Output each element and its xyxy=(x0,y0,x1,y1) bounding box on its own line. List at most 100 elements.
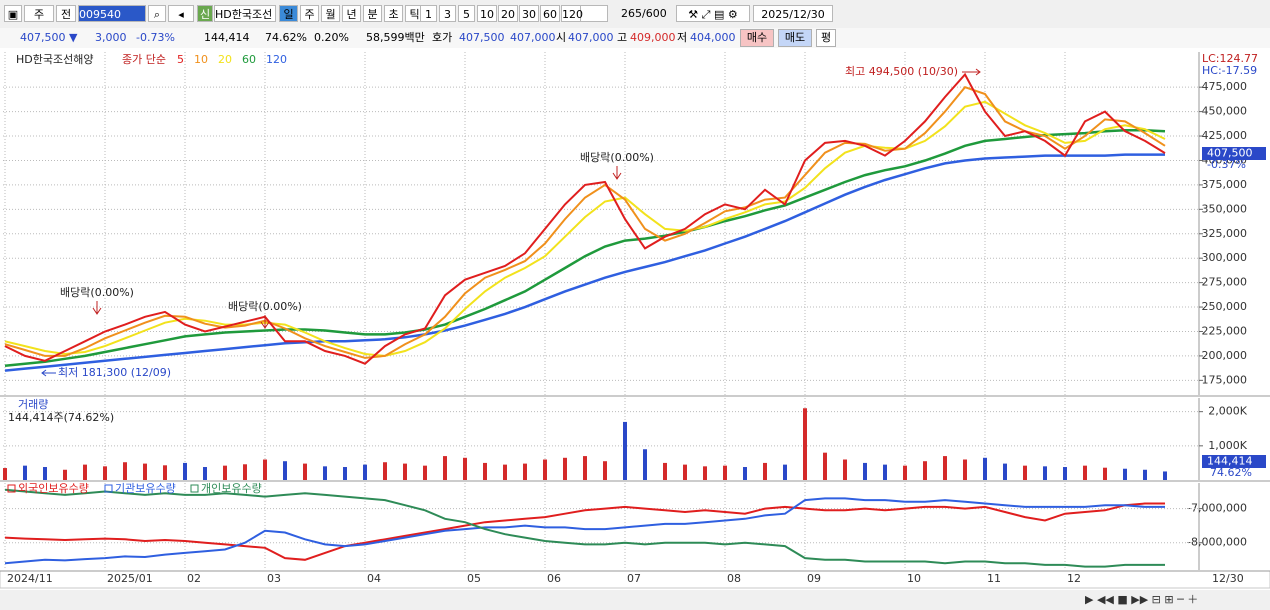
volume-bar xyxy=(543,459,547,480)
quote-label: 호가 xyxy=(432,31,453,44)
legend-prefix: 종가 단순 xyxy=(122,53,166,66)
volume-bar xyxy=(963,459,967,480)
bid: 407,000 xyxy=(510,31,556,44)
volume-bar xyxy=(103,466,107,480)
info-bar: 407,500 ▼ 3,000 -0.73% 144,414 74.62% 0.… xyxy=(0,28,1270,49)
badge: 신 xyxy=(197,5,213,22)
series-line xyxy=(4,488,1165,568)
volume-bar xyxy=(783,464,787,480)
open: 407,000 xyxy=(568,31,614,44)
volume-bar xyxy=(503,464,507,480)
volume-bar xyxy=(1123,468,1127,480)
interval-button[interactable]: 10 xyxy=(477,5,497,22)
volume-bar xyxy=(343,467,347,480)
period-button[interactable]: 주 xyxy=(300,5,319,22)
tool-icons[interactable]: ⚒ ⤢ ▤ ⚙ xyxy=(676,5,750,22)
amount: 58,599백만 xyxy=(366,31,425,44)
prev-button[interactable]: 전 xyxy=(56,5,76,22)
code-input[interactable]: 009540 xyxy=(78,5,146,22)
low: 404,000 xyxy=(690,31,736,44)
y-tick-label: 175,000 xyxy=(1202,373,1248,386)
annotation: 배당락(0.00%) xyxy=(580,151,654,164)
volume-bar xyxy=(283,461,287,480)
y-tick-label: 300,000 xyxy=(1202,251,1248,264)
lc-label: LC:124.77 xyxy=(1202,52,1258,65)
volume-bar xyxy=(43,467,47,480)
annotation: 배당락(0.00%) xyxy=(228,300,302,313)
volume-bar xyxy=(443,456,447,480)
interval-button[interactable]: 3 xyxy=(439,5,456,22)
hc-label: HC:-17.59 xyxy=(1202,64,1257,77)
sell-button[interactable]: 매도 xyxy=(778,29,812,47)
legend-entry: 60 xyxy=(242,53,256,66)
y-tick-label: 450,000 xyxy=(1202,105,1248,118)
legend-swatch xyxy=(7,484,16,493)
market-select[interactable]: 주 xyxy=(24,5,54,22)
volume-bar xyxy=(383,462,387,480)
chart-title: HD한국조선해양 xyxy=(16,52,93,66)
y-tick-label: 1,000K xyxy=(1208,439,1247,452)
interval-button[interactable]: 60 xyxy=(540,5,560,22)
volume-bar xyxy=(423,465,427,480)
volume-bar xyxy=(663,462,667,480)
interval-button[interactable]: 5 xyxy=(458,5,475,22)
legend-entry: 개인보유수량 xyxy=(201,482,262,495)
search-button[interactable]: ⌕ xyxy=(148,5,166,22)
volume-bar xyxy=(1003,463,1007,480)
interval-button[interactable]: 30 xyxy=(519,5,539,22)
scrollbar[interactable] xyxy=(0,590,1270,610)
series-line xyxy=(4,153,1165,372)
legend-swatch xyxy=(190,484,199,493)
volume-bar xyxy=(983,457,987,480)
stock-name: HD한국조선 xyxy=(214,5,276,22)
series-line xyxy=(4,100,1166,357)
volume-bar xyxy=(303,463,307,480)
volume-bar xyxy=(803,408,807,480)
y-tick-label: 350,000 xyxy=(1202,202,1248,215)
period-button[interactable]: 월 xyxy=(321,5,340,22)
open-label: 시 xyxy=(556,31,567,44)
interval-button[interactable]: 1 xyxy=(420,5,437,22)
menu-icon[interactable]: ▣ xyxy=(4,5,22,22)
series-line xyxy=(4,128,1166,367)
volume-bar xyxy=(163,465,167,480)
last-price-box xyxy=(1202,147,1266,160)
period-button[interactable]: 일 xyxy=(279,5,298,22)
annotation: 최저 181,300 (12/09) xyxy=(58,366,171,379)
annotation-arrow xyxy=(962,68,981,76)
volume-bar xyxy=(943,456,947,480)
date-input[interactable]: 2025/12/30 xyxy=(753,5,833,22)
y-tick-label: 475,000 xyxy=(1202,80,1248,93)
volume-bar xyxy=(1023,465,1027,480)
sound-button[interactable]: ◂ xyxy=(168,5,194,22)
y-tick-label: 200,000 xyxy=(1202,349,1248,362)
series-line xyxy=(4,497,1165,565)
x-tick-label: 02 xyxy=(187,572,201,585)
toolbar: ▣ 주 전 009540 ⌕ ◂ 신 HD한국조선 265 /600 ⚒ ⤢ ▤… xyxy=(0,0,1270,29)
x-tick-label: 2025/01 xyxy=(107,572,153,585)
volume-bar xyxy=(123,462,127,480)
volume-bar xyxy=(1043,466,1047,480)
x-tick-label: 04 xyxy=(367,572,381,585)
volume-bar xyxy=(683,464,687,480)
price: 407,500 ▼ xyxy=(20,31,78,44)
volume-rate: 74.62% xyxy=(265,31,307,44)
volume-bar xyxy=(1083,465,1087,480)
volume-bar xyxy=(223,465,227,480)
x-tick-label: 12 xyxy=(1067,572,1081,585)
period-button[interactable]: 년 xyxy=(342,5,361,22)
period-button[interactable]: 분 xyxy=(363,5,382,22)
avg-button[interactable]: 평 xyxy=(816,29,836,47)
y-tick-label: 250,000 xyxy=(1202,300,1248,313)
scroll-controls[interactable]: ▶ ◀◀ ■ ▶▶ ⊟ ⊞ ─ ＋ xyxy=(1085,593,1198,606)
volume-bar xyxy=(243,464,247,480)
buy-button[interactable]: 매수 xyxy=(740,29,774,47)
volume-bar xyxy=(403,463,407,480)
interval-button[interactable]: 20 xyxy=(498,5,518,22)
chart-bg xyxy=(0,48,1270,590)
volume-bar xyxy=(723,465,727,480)
change: 3,000 xyxy=(95,31,127,44)
period-button[interactable]: 초 xyxy=(384,5,403,22)
interval-button[interactable]: 120 xyxy=(561,5,583,22)
volume-bar xyxy=(903,465,907,480)
